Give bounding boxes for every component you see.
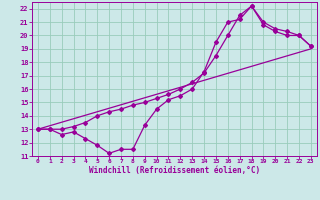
X-axis label: Windchill (Refroidissement éolien,°C): Windchill (Refroidissement éolien,°C) bbox=[89, 166, 260, 175]
